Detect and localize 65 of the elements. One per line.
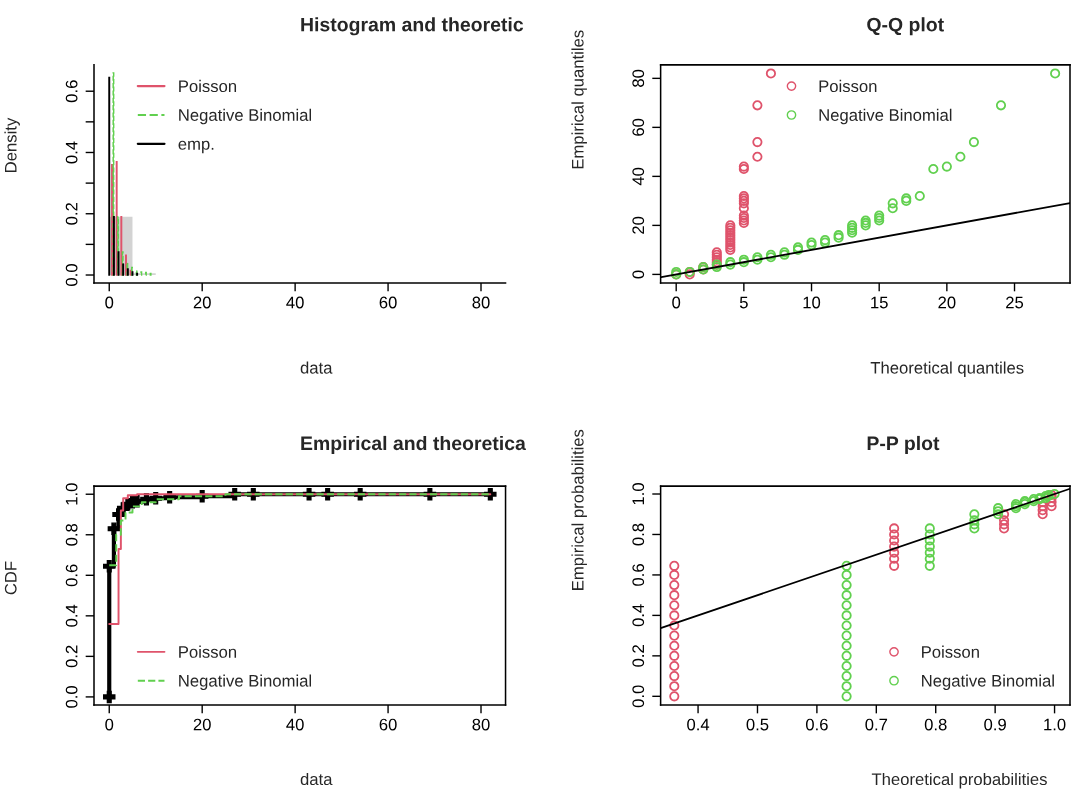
- x-tick-label: 0.6: [805, 718, 828, 731]
- x-axis-title: Theoretical quantiles: [870, 361, 1024, 378]
- x-tick-label: 40: [286, 296, 304, 309]
- x-axis-title: data: [300, 361, 333, 374]
- legend-label: Negative Binomial: [179, 674, 312, 691]
- y-tick-label: 80: [632, 69, 645, 87]
- x-tick-label: 15: [871, 296, 888, 309]
- y-tick-label: 0.6: [632, 564, 645, 586]
- legend-label: Poisson: [179, 79, 237, 93]
- x-tick-label: 80: [472, 718, 490, 731]
- x-tick-label: 0: [105, 718, 114, 731]
- y-tick-label: 0.6: [65, 80, 78, 103]
- y-tick-label: 0.8: [65, 523, 78, 546]
- x-tick-label: 0.4: [687, 718, 710, 731]
- legend-label: emp.: [178, 140, 214, 154]
- chart-title: Histogram and theoretic: [301, 17, 524, 36]
- y-axis-title: Density: [4, 117, 20, 172]
- x-tick-label: 1.0: [1044, 718, 1066, 731]
- legend-label: Negative Binomial: [922, 674, 1054, 691]
- x-tick-label: 0.7: [865, 718, 888, 731]
- y-tick-label: 0.4: [65, 141, 78, 164]
- x-tick-label: 20: [193, 296, 211, 309]
- y-tick-label: 60: [632, 118, 645, 136]
- y-tick-label: 0.0: [65, 685, 78, 708]
- y-tick-label: 20: [632, 216, 645, 234]
- x-tick-label: 20: [938, 296, 956, 309]
- y-axis-title: Empirical quantiles: [571, 30, 587, 169]
- x-tick-label: 0.8: [924, 718, 947, 731]
- y-axis-title: CDF: [4, 561, 17, 595]
- x-tick-label: 20: [193, 718, 211, 731]
- legend-label: Poisson: [179, 645, 237, 658]
- x-tick-label: 25: [1006, 296, 1024, 309]
- y-tick-label: 0: [632, 270, 645, 279]
- y-tick-label: 0.2: [65, 203, 78, 225]
- y-tick-label: 0.6: [65, 564, 78, 587]
- x-tick-label: 0.5: [746, 718, 769, 731]
- y-tick-label: 40: [632, 167, 645, 186]
- y-tick-label: 1.0: [632, 483, 645, 505]
- y-tick-label: 0.2: [65, 645, 78, 668]
- y-tick-label: 0.0: [632, 685, 645, 708]
- x-tick-label: 0.9: [984, 718, 1006, 731]
- x-tick-label: 5: [739, 296, 748, 309]
- y-tick-label: 0.8: [632, 523, 645, 546]
- x-axis-title: Theoretical probabilities: [871, 772, 1047, 789]
- y-tick-label: 0.2: [632, 645, 645, 667]
- legend-label: Poisson: [922, 645, 979, 658]
- x-tick-label: 0: [672, 296, 681, 309]
- y-axis-title: Empirical probabilities: [571, 429, 587, 590]
- chart-title: Empirical and theoretica: [301, 435, 526, 455]
- legend-label: Negative Binomial: [179, 108, 312, 125]
- y-tick-label: 0.0: [65, 264, 78, 286]
- x-tick-label: 60: [379, 296, 397, 309]
- chart-title: Q-Q plot: [867, 17, 944, 36]
- x-tick-label: 0: [105, 296, 114, 309]
- y-tick-label: 1.0: [65, 483, 78, 505]
- x-axis-title: data: [300, 772, 333, 786]
- x-tick-label: 10: [803, 296, 821, 309]
- chart-title: P-P plot: [867, 435, 940, 455]
- legend-label: Negative Binomial: [819, 108, 952, 125]
- x-tick-label: 80: [472, 296, 490, 309]
- x-tick-label: 60: [379, 718, 397, 731]
- y-tick-label: 0.4: [65, 604, 78, 627]
- y-tick-label: 0.4: [632, 604, 645, 627]
- legend-label: Poisson: [819, 79, 877, 93]
- x-tick-label: 40: [286, 718, 304, 731]
